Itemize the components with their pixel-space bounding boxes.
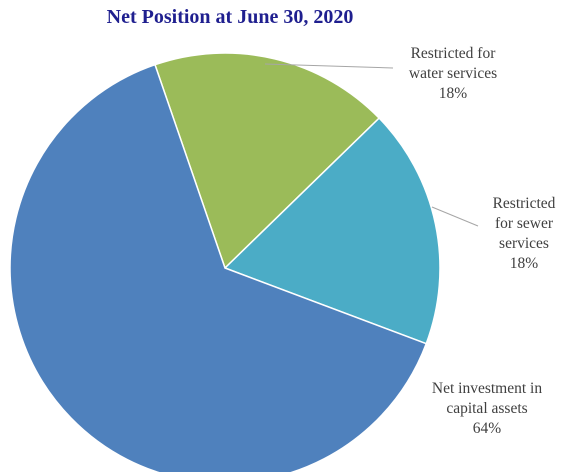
- slice-label-line: capital assets: [446, 400, 528, 417]
- leader-line-0: [264, 63, 394, 69]
- slice-label-2: Net investment in capital assets 64%: [402, 379, 572, 439]
- slice-value-label: 18%: [438, 85, 468, 102]
- slice-label-1: Restricted for sewer services 18%: [478, 194, 570, 274]
- slice-value-label: 18%: [509, 255, 539, 272]
- slice-label-line: Restricted: [492, 195, 556, 212]
- slice-label-line: Net investment in: [431, 380, 543, 397]
- slice-value-label: 64%: [472, 420, 502, 437]
- slice-label-line: services: [499, 235, 549, 252]
- slice-label-line: water services: [408, 65, 498, 82]
- slice-label-0: Restricted for water services 18%: [368, 44, 538, 104]
- pie-slice-1: [223, 117, 441, 345]
- pie-slices: [9, 52, 441, 472]
- leader-line-1: [431, 206, 479, 227]
- slice-label-line: for sewer: [494, 215, 554, 232]
- leader-lines: [264, 63, 479, 227]
- slice-label-line: Restricted for: [410, 45, 496, 62]
- pie-slice-0: [154, 52, 381, 270]
- chart-title: Net Position at June 30, 2020: [106, 6, 354, 28]
- pie-slice-2: [9, 63, 428, 472]
